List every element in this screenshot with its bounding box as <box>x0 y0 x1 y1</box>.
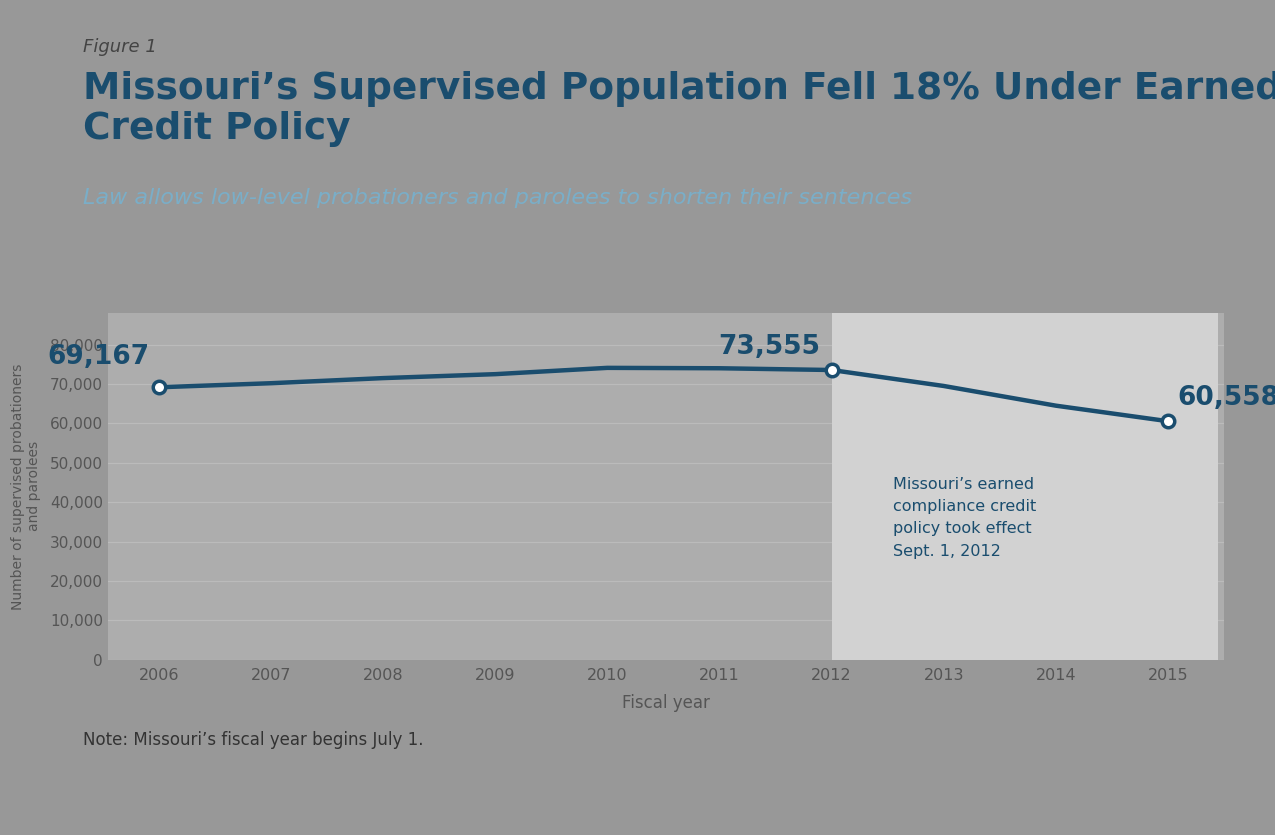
Text: Note: Missouri’s fiscal year begins July 1.: Note: Missouri’s fiscal year begins July… <box>83 731 423 749</box>
X-axis label: Fiscal year: Fiscal year <box>622 694 710 712</box>
Text: 60,558: 60,558 <box>1177 385 1275 412</box>
Text: Law allows low-level probationers and parolees to shorten their sentences: Law allows low-level probationers and pa… <box>83 188 912 208</box>
Text: Figure 1: Figure 1 <box>83 38 157 56</box>
Text: 69,167: 69,167 <box>47 343 150 370</box>
Bar <box>831 313 1219 660</box>
Text: Missouri’s Supervised Population Fell 18% Under Earned
Credit Policy: Missouri’s Supervised Population Fell 18… <box>83 71 1275 147</box>
Text: Missouri’s earned
compliance credit
policy took effect
Sept. 1, 2012: Missouri’s earned compliance credit poli… <box>894 477 1037 559</box>
Text: 73,555: 73,555 <box>718 334 820 360</box>
Y-axis label: Number of supervised probationers
and parolees: Number of supervised probationers and pa… <box>11 363 41 610</box>
